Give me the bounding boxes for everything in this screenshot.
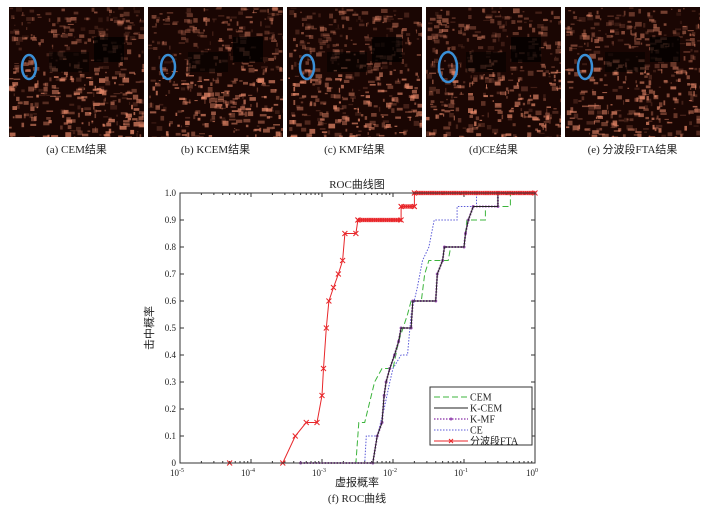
- data-point-分波段FTA: [292, 433, 299, 439]
- data-point-分波段FTA: [314, 419, 320, 426]
- y-tick-label: 0.7: [165, 269, 177, 279]
- caption-b: (b) KCEM结果: [180, 144, 251, 156]
- kmf-result-image: [287, 7, 426, 142]
- y-tick-label: 0.3: [165, 377, 177, 387]
- caption-d: (d)CE结果: [469, 144, 518, 156]
- kcem-result-image: [148, 7, 290, 140]
- y-tick-label: 0.8: [165, 242, 177, 252]
- data-point-分波段FTA: [326, 298, 332, 304]
- data-point-分波段FTA: [303, 419, 310, 426]
- x-tick-label: 10-1: [454, 468, 468, 478]
- legend-label: K-CEM: [470, 404, 502, 415]
- x-tick-label: 10-4: [241, 468, 255, 478]
- y-tick-label: 0.5: [165, 323, 177, 333]
- cem-result-image: [9, 7, 147, 141]
- fta-result-image: [565, 7, 705, 141]
- data-point-分波段FTA: [335, 271, 342, 277]
- y-tick-label: 1.0: [165, 188, 177, 198]
- data-point-分波段FTA: [411, 204, 417, 209]
- legend-label: K-MF: [470, 415, 495, 426]
- data-point-分波段FTA: [320, 365, 327, 372]
- target-circle: [298, 53, 316, 81]
- series-line-分波段FTA: [229, 192, 535, 464]
- data-point-分波段FTA: [319, 392, 325, 399]
- chart-title: ROC曲线图: [329, 177, 385, 191]
- caption-e: (e) 分波段FTA结果: [587, 144, 678, 156]
- data-point-分波段FTA: [342, 230, 348, 237]
- series-line-K-CEM: [300, 192, 535, 464]
- target-circle: [437, 50, 459, 84]
- legend-marker: [449, 417, 453, 421]
- y-tick-label: 0.2: [165, 404, 176, 414]
- x-tick-label: 100: [526, 468, 538, 478]
- y-tick-label: 0.9: [165, 215, 177, 225]
- y-tick-label: 0.1: [165, 431, 176, 441]
- target-circle: [576, 53, 594, 81]
- y-tick-label: 0.4: [165, 350, 177, 360]
- data-point-分波段FTA: [339, 257, 346, 264]
- series-line-CEM: [300, 192, 535, 464]
- chart-caption: (f) ROC曲线: [328, 491, 386, 505]
- ce-result-image: [426, 7, 567, 142]
- x-axis-label: 虚报概率: [335, 475, 379, 489]
- y-axis-label: 击中概率: [142, 306, 156, 350]
- plot-frame: [179, 192, 536, 464]
- x-tick-label: 10-3: [312, 468, 326, 478]
- y-tick-label: 0: [172, 458, 177, 468]
- target-circle: [20, 53, 38, 81]
- data-point-分波段FTA: [397, 217, 403, 223]
- x-tick-label: 10-2: [383, 468, 397, 478]
- data-point-分波段FTA: [323, 325, 330, 331]
- caption-a: (a) CEM结果: [46, 144, 107, 156]
- legend-marker: [448, 438, 454, 444]
- x-tick-label: 10-5: [170, 468, 184, 478]
- y-tick-label: 0.6: [165, 296, 177, 306]
- legend-label: 分波段FTA: [470, 435, 519, 448]
- data-point-分波段FTA: [353, 230, 359, 237]
- target-circle: [159, 53, 177, 81]
- data-point-分波段FTA: [330, 284, 337, 291]
- caption-c: (c) KMF结果: [324, 144, 385, 156]
- legend-label: CE: [470, 426, 483, 437]
- legend-label: CEM: [470, 393, 492, 404]
